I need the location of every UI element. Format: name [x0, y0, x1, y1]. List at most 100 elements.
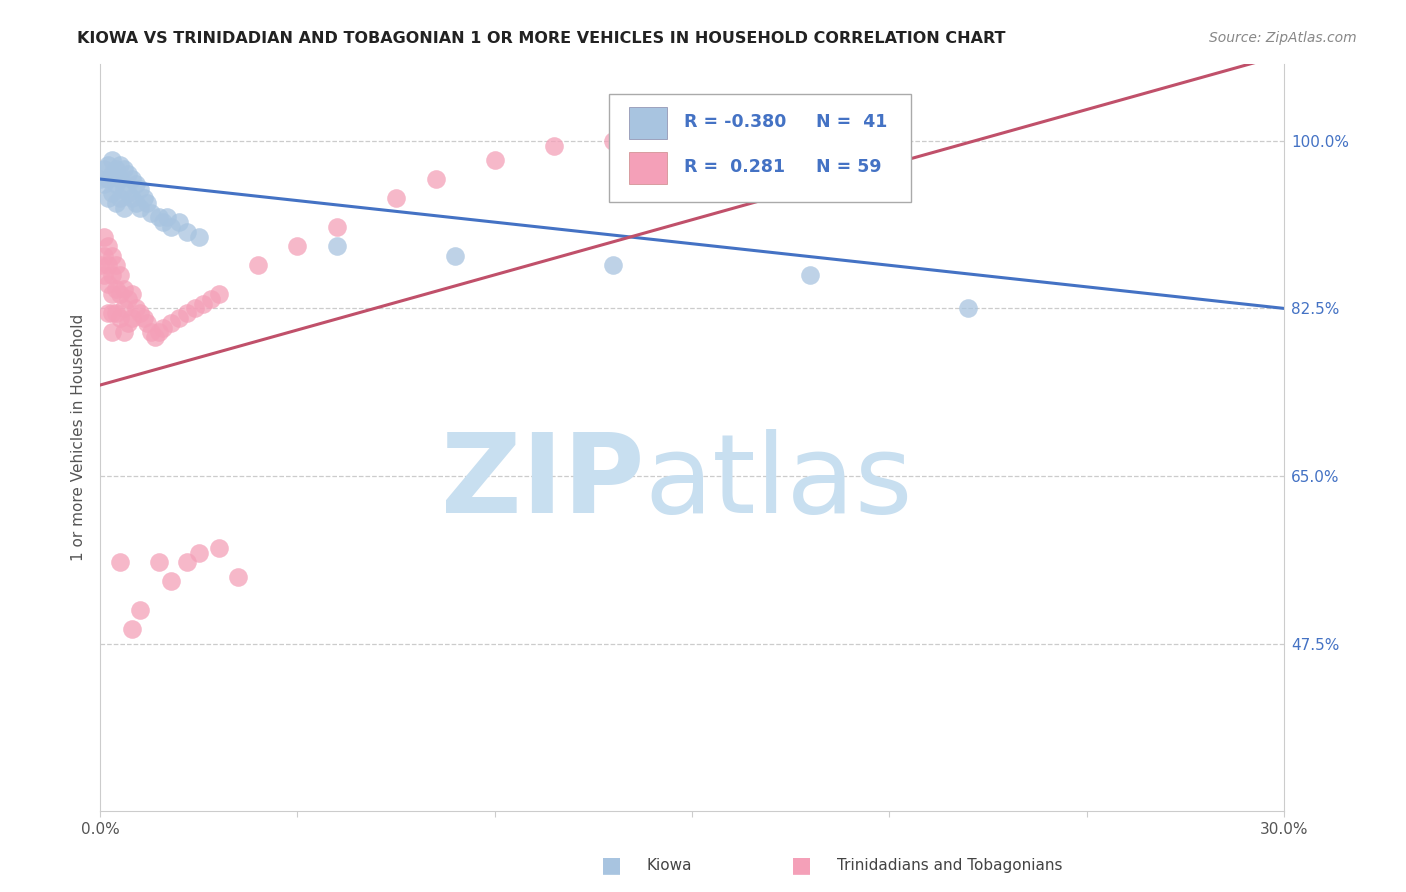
Point [93, 268, 115, 282]
Point [108, 310, 131, 325]
Point [101, 249, 124, 263]
Point [148, 211, 170, 225]
Bar [630, 153, 666, 184]
Point [799, 268, 821, 282]
Text: KIOWA VS TRINIDADIAN AND TOBAGONIAN 1 OR MORE VEHICLES IN HOUSEHOLD CORRELATION : KIOWA VS TRINIDADIAN AND TOBAGONIAN 1 OR… [77, 31, 1005, 46]
Point [97, 306, 120, 320]
Point [101, 167, 124, 181]
Point [93, 229, 115, 244]
Point [425, 172, 447, 186]
Point [101, 268, 124, 282]
Point [108, 555, 131, 569]
Point [93, 177, 115, 191]
Point [121, 287, 143, 301]
Point [326, 239, 349, 253]
Point [187, 229, 209, 244]
Point [246, 258, 269, 272]
Text: Source: ZipAtlas.com: Source: ZipAtlas.com [1209, 31, 1357, 45]
Point [112, 282, 135, 296]
Text: Trinidadians and Tobagonians: Trinidadians and Tobagonians [837, 858, 1062, 872]
Point [89, 172, 111, 186]
Point [187, 546, 209, 560]
Point [141, 205, 163, 219]
Point [117, 186, 139, 201]
Point [117, 167, 139, 181]
Point [200, 292, 222, 306]
Point [184, 301, 207, 316]
Point [104, 282, 127, 296]
Point [176, 225, 198, 239]
Text: N =  41: N = 41 [817, 113, 887, 131]
Point [602, 258, 624, 272]
Bar [630, 107, 666, 139]
Point [681, 143, 703, 157]
Point [152, 320, 174, 334]
Point [152, 215, 174, 229]
Point [132, 310, 155, 325]
Point [207, 287, 229, 301]
Point [101, 287, 124, 301]
Point [108, 268, 131, 282]
Point [176, 306, 198, 320]
Text: ■: ■ [602, 855, 621, 875]
Text: atlas: atlas [645, 429, 912, 536]
Text: R = -0.380: R = -0.380 [683, 113, 786, 131]
Point [326, 219, 349, 234]
Point [97, 277, 120, 292]
Point [124, 301, 146, 316]
Point [97, 191, 120, 205]
Point [108, 191, 131, 205]
Point [97, 239, 120, 253]
Point [128, 603, 150, 617]
Point [117, 292, 139, 306]
Point [160, 219, 183, 234]
Point [132, 191, 155, 205]
Text: N = 59: N = 59 [817, 158, 882, 177]
Point [207, 541, 229, 555]
Point [104, 162, 127, 177]
Point [121, 623, 143, 637]
Point [124, 196, 146, 211]
Point [108, 287, 131, 301]
Text: ■: ■ [792, 855, 811, 875]
Point [287, 239, 309, 253]
Point [101, 186, 124, 201]
Point [112, 162, 135, 177]
Point [104, 196, 127, 211]
Point [97, 158, 120, 172]
Y-axis label: 1 or more Vehicles in Household: 1 or more Vehicles in Household [72, 314, 86, 561]
Point [444, 249, 467, 263]
Point [117, 316, 139, 330]
Point [160, 316, 183, 330]
Point [602, 134, 624, 148]
Point [385, 191, 408, 205]
Point [112, 181, 135, 195]
Point [141, 326, 163, 340]
Point [101, 306, 124, 320]
Point [101, 326, 124, 340]
Point [101, 153, 124, 167]
Point [108, 158, 131, 172]
Point [543, 138, 565, 153]
Point [104, 177, 127, 191]
Point [148, 326, 170, 340]
Point [128, 306, 150, 320]
Point [121, 191, 143, 205]
FancyBboxPatch shape [609, 94, 911, 202]
Point [112, 301, 135, 316]
Point [93, 249, 115, 263]
Point [136, 196, 159, 211]
Point [108, 172, 131, 186]
Point [160, 574, 183, 589]
Point [121, 172, 143, 186]
Point [167, 215, 190, 229]
Point [145, 330, 167, 344]
Point [156, 211, 179, 225]
Point [167, 310, 190, 325]
Point [124, 177, 146, 191]
Point [191, 296, 214, 310]
Point [484, 153, 506, 167]
Text: ZIP: ZIP [441, 429, 645, 536]
Point [112, 326, 135, 340]
Point [226, 570, 249, 584]
